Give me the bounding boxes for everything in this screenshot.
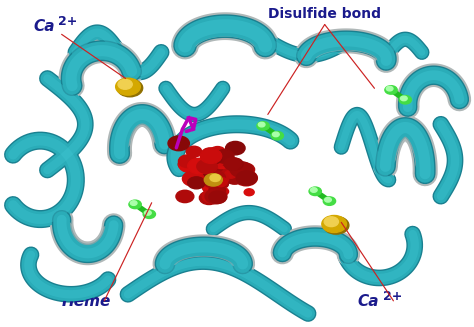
Circle shape [210,146,226,157]
Circle shape [309,187,321,196]
Circle shape [201,148,219,160]
Circle shape [273,132,279,137]
Circle shape [178,155,197,168]
Circle shape [201,149,222,164]
Circle shape [221,159,230,166]
Circle shape [200,191,219,204]
Circle shape [194,169,215,184]
Circle shape [178,159,194,170]
Circle shape [271,131,283,140]
Text: Ca: Ca [358,294,379,309]
Circle shape [204,154,224,168]
Circle shape [310,188,317,192]
Circle shape [386,86,393,91]
Circle shape [176,190,194,203]
Circle shape [130,201,137,205]
Circle shape [244,189,254,196]
Circle shape [257,122,269,130]
Circle shape [324,217,338,227]
Circle shape [401,96,407,101]
Circle shape [399,95,411,104]
Circle shape [204,179,217,187]
Circle shape [227,158,241,168]
Circle shape [195,167,208,176]
Circle shape [258,122,265,127]
Circle shape [230,162,253,177]
Text: 2+: 2+ [58,15,77,28]
Circle shape [322,215,346,232]
Circle shape [226,158,243,170]
Circle shape [224,158,242,170]
Circle shape [235,170,257,186]
Circle shape [228,164,238,171]
Circle shape [202,179,216,189]
Circle shape [219,171,231,180]
Circle shape [197,159,217,173]
Circle shape [209,191,227,203]
Circle shape [204,148,224,163]
Circle shape [212,173,229,184]
Circle shape [236,171,257,185]
Circle shape [207,171,226,184]
Circle shape [188,177,205,189]
Circle shape [129,200,141,209]
Circle shape [211,155,232,168]
Circle shape [201,172,219,184]
Circle shape [225,171,245,184]
Circle shape [116,78,140,95]
Circle shape [385,86,397,94]
Text: Heme: Heme [62,294,111,309]
Circle shape [199,164,213,174]
Circle shape [200,177,217,189]
Circle shape [325,198,331,202]
Circle shape [117,79,143,97]
Circle shape [323,216,349,234]
Circle shape [219,166,232,174]
Circle shape [323,197,336,205]
Circle shape [226,141,245,155]
Circle shape [118,79,132,89]
Text: 2+: 2+ [383,290,402,303]
Circle shape [209,184,226,196]
Circle shape [202,182,218,193]
Circle shape [225,170,237,178]
Circle shape [208,187,222,197]
Circle shape [206,153,222,164]
Circle shape [188,158,210,174]
Circle shape [179,157,201,172]
Circle shape [236,163,255,176]
Circle shape [204,174,222,186]
Text: Disulfide bond: Disulfide bond [268,7,381,21]
Circle shape [205,189,227,204]
Circle shape [218,181,228,188]
Circle shape [186,146,202,157]
Circle shape [182,171,204,186]
Circle shape [145,211,151,215]
Circle shape [214,150,234,163]
Circle shape [202,189,222,203]
Circle shape [212,165,223,172]
Circle shape [210,174,220,181]
Text: Ca: Ca [33,19,55,34]
Circle shape [168,136,190,151]
Circle shape [197,161,209,169]
Circle shape [214,177,228,187]
Circle shape [143,210,155,218]
Circle shape [195,167,212,178]
Circle shape [217,187,228,196]
